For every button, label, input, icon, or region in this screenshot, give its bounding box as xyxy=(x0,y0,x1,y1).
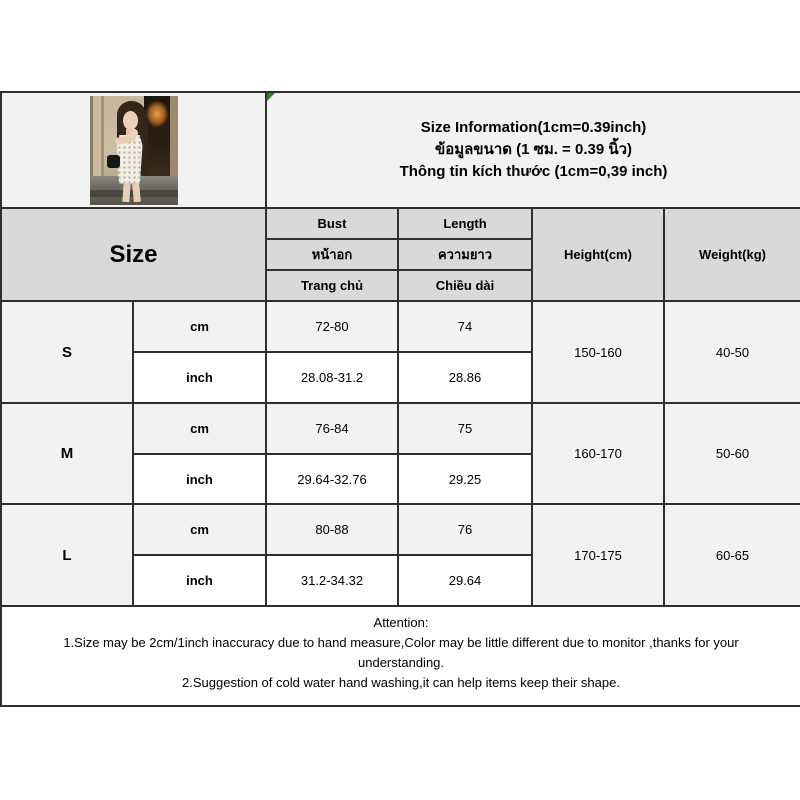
photo-door-glow xyxy=(145,100,168,127)
cell-flag-triangle-icon xyxy=(268,94,275,101)
weight-value-l: 60-65 xyxy=(662,503,800,607)
product-photo xyxy=(89,95,178,205)
height-value-l: 170-175 xyxy=(531,503,665,607)
unit-cm-label: cm xyxy=(132,503,267,556)
model-handbag xyxy=(106,154,120,168)
bust-cm-value-s: 72-80 xyxy=(265,300,399,353)
attention-note-1: 1.Size may be 2cm/1inch inaccuracy due t… xyxy=(63,635,739,670)
bust-cm-value-l: 80-88 xyxy=(265,503,399,556)
length-inch-value-l: 29.64 xyxy=(397,554,533,607)
col-header-weight: Weight(kg) xyxy=(662,207,800,302)
size-info-title-cell: Size Information(1cm=0.39inch) ข้อมูลขนา… xyxy=(264,91,800,209)
length-cm-value-m: 75 xyxy=(397,402,533,455)
unit-inch-label: inch xyxy=(132,351,267,404)
unit-inch-label: inch xyxy=(132,453,267,505)
model-leg xyxy=(121,182,131,202)
attention-note-2: 2.Suggestion of cold water hand washing,… xyxy=(182,675,620,690)
bust-cm-value-m: 76-84 xyxy=(265,402,399,455)
unit-cm-label: cm xyxy=(132,300,267,353)
col-header-size: Size xyxy=(0,207,267,302)
unit-cm-label: cm xyxy=(132,402,267,455)
product-photo-cell xyxy=(0,91,267,209)
size-label-m: M xyxy=(0,402,134,505)
height-value-m: 160-170 xyxy=(531,402,665,505)
col-header-bust-th: หน้าอก xyxy=(265,238,399,271)
bust-inch-value-l: 31.2-34.32 xyxy=(265,554,399,607)
weight-value-m: 50-60 xyxy=(662,402,800,505)
attention-section: Attention: 1.Size may be 2cm/1inch inacc… xyxy=(0,605,800,707)
length-inch-value-s: 28.86 xyxy=(397,351,533,404)
title-en: Size Information(1cm=0.39inch) xyxy=(420,119,647,136)
col-header-length-vi: Chiều dài xyxy=(397,269,533,302)
bust-inch-value-s: 28.08-31.2 xyxy=(265,351,399,404)
length-cm-value-s: 74 xyxy=(397,300,533,353)
photo-door-frame xyxy=(169,95,178,179)
col-header-bust-vi: Trang chủ xyxy=(265,269,399,302)
col-header-bust-en: Bust xyxy=(265,207,399,240)
title-vi: Thông tin kích thước (1cm=0,39 inch) xyxy=(399,163,668,180)
col-header-height: Height(cm) xyxy=(531,207,665,302)
length-inch-value-m: 29.25 xyxy=(397,453,533,505)
size-label-l: L xyxy=(0,503,134,607)
model-leg xyxy=(131,182,141,202)
attention-title: Attention: xyxy=(373,615,429,630)
size-table: Size Information(1cm=0.39inch) ข้อมูลขนา… xyxy=(0,91,800,707)
height-value-s: 150-160 xyxy=(531,300,665,404)
title-th: ข้อมูลขนาด (1 ซม. = 0.39 นิ้ว) xyxy=(434,141,633,158)
bust-inch-value-m: 29.64-32.76 xyxy=(265,453,399,505)
col-header-length-en: Length xyxy=(397,207,533,240)
length-cm-value-l: 76 xyxy=(397,503,533,556)
col-header-length-th: ความยาว xyxy=(397,238,533,271)
size-label-s: S xyxy=(0,300,134,404)
unit-inch-label: inch xyxy=(132,554,267,607)
weight-value-s: 40-50 xyxy=(662,300,800,404)
model-hand xyxy=(129,128,138,137)
photo-pillar xyxy=(89,95,104,178)
model-face xyxy=(122,110,138,130)
